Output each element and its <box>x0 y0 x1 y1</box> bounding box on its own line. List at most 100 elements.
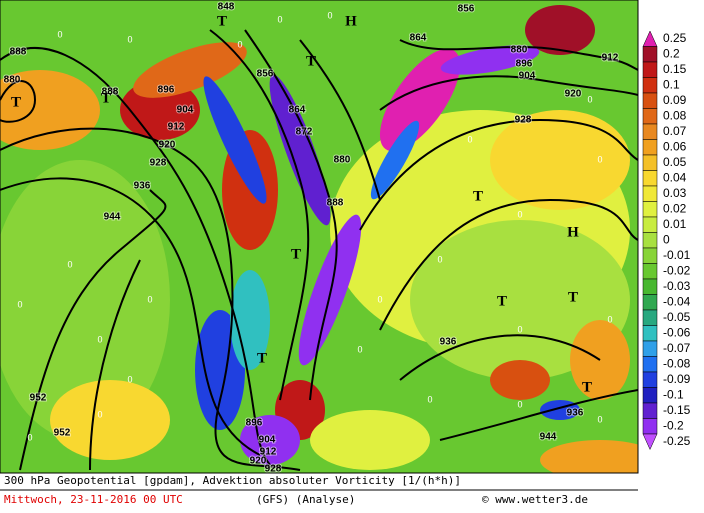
legend-swatch <box>642 170 658 187</box>
zero-label: 0 <box>67 259 72 269</box>
pressure-center: H <box>567 224 579 240</box>
zero-label: 0 <box>127 34 132 44</box>
pressure-center: T <box>101 90 111 106</box>
legend-label: -0.04 <box>663 294 691 308</box>
contour-label: 928 <box>515 115 532 126</box>
pressure-center: T <box>217 13 227 29</box>
legend-swatch <box>642 77 658 94</box>
legend-label: 0.04 <box>663 170 687 184</box>
legend-label: 0.15 <box>663 62 687 76</box>
legend-label: -0.03 <box>663 279 691 293</box>
legend-swatch <box>642 263 658 280</box>
legend-swatch <box>642 108 658 125</box>
legend-swatch <box>642 340 658 357</box>
contour-label: 848 <box>218 2 235 13</box>
zero-label: 0 <box>97 409 102 419</box>
legend-swatch <box>642 201 658 218</box>
contour-label: 904 <box>177 105 194 116</box>
contour-label: 888 <box>10 47 27 58</box>
legend-label: -0.2 <box>663 418 684 432</box>
contour-label: 928 <box>265 464 282 475</box>
legend-swatch <box>642 154 658 171</box>
contour-label: 864 <box>410 33 427 44</box>
footer-title: 300 hPa Geopotential [gpdam], Advektion … <box>4 474 461 487</box>
zero-label: 0 <box>517 399 522 409</box>
contour-label: 912 <box>260 447 277 458</box>
legend-label: 0.08 <box>663 108 687 122</box>
legend-swatch <box>642 216 658 233</box>
legend-label: -0.15 <box>663 403 691 417</box>
contour-label: 936 <box>134 181 151 192</box>
contour-label: 944 <box>540 432 557 443</box>
legend-swatch <box>642 232 658 249</box>
zero-label: 0 <box>17 299 22 309</box>
legend-label: 0 <box>663 232 670 246</box>
contour-label: 920 <box>565 89 582 100</box>
legend-swatch <box>642 278 658 295</box>
zero-label: 0 <box>607 314 612 324</box>
zero-label: 0 <box>597 154 602 164</box>
legend-label: -0.09 <box>663 372 691 386</box>
legend-swatch <box>642 309 658 326</box>
pressure-center: T <box>568 289 578 305</box>
legend-label: -0.02 <box>663 263 691 277</box>
legend-swatch <box>642 92 658 109</box>
contour-label: 912 <box>168 122 185 133</box>
contour-label: 896 <box>158 85 175 96</box>
zero-label: 0 <box>327 10 332 20</box>
legend-swatch <box>642 402 658 419</box>
pressure-center: T <box>11 94 21 110</box>
zero-label: 0 <box>97 334 102 344</box>
contour-label: 856 <box>458 4 475 15</box>
footer-credit: © www.wetter3.de <box>482 493 588 506</box>
contour-label: 920 <box>250 456 267 467</box>
zero-label: 0 <box>57 29 62 39</box>
legend-swatch <box>642 139 658 156</box>
legend-label: -0.05 <box>663 310 691 324</box>
contour-label: 928 <box>150 158 167 169</box>
legend-label: -0.08 <box>663 356 691 370</box>
pressure-center: H <box>345 13 357 29</box>
legend-label: 0.25 <box>663 31 687 45</box>
contour-label: 944 <box>104 212 121 223</box>
legend-swatch <box>642 294 658 311</box>
legend-label: 0.05 <box>663 155 687 169</box>
legend-swatch <box>642 418 658 435</box>
zero-label: 0 <box>427 394 432 404</box>
contour-label: 888 <box>327 198 344 209</box>
legend-swatch <box>642 433 658 451</box>
contour-label: 952 <box>54 428 71 439</box>
legend-label: 0.2 <box>663 46 680 60</box>
contour-label: 904 <box>259 435 276 446</box>
legend-swatch <box>642 46 658 63</box>
legend-label: -0.1 <box>663 387 684 401</box>
contour-label: 880 <box>4 75 21 86</box>
contour-label: 952 <box>30 393 47 404</box>
legend-label: 0.02 <box>663 201 687 215</box>
legend-label: 0.06 <box>663 139 687 153</box>
contour-label: 904 <box>519 71 536 82</box>
legend-label: -0.07 <box>663 341 691 355</box>
contour-label: 896 <box>516 59 533 70</box>
legend-label: 0.1 <box>663 77 680 91</box>
legend-label: -0.25 <box>663 434 691 448</box>
map-field <box>0 0 638 473</box>
legend-label: 0.01 <box>663 217 687 231</box>
legend-label: -0.01 <box>663 248 691 262</box>
zero-label: 0 <box>127 374 132 384</box>
contour-label: 936 <box>440 337 457 348</box>
legend-swatch <box>642 123 658 140</box>
contour-label: 912 <box>602 53 619 64</box>
zero-label: 0 <box>277 14 282 24</box>
legend-label: -0.06 <box>663 325 691 339</box>
pressure-center: T <box>582 379 592 395</box>
contour-label: 920 <box>159 140 176 151</box>
pressure-center: T <box>497 293 507 309</box>
legend-swatch <box>642 247 658 264</box>
pressure-center: T <box>473 188 483 204</box>
legend-swatch <box>642 371 658 388</box>
zero-label: 0 <box>517 324 522 334</box>
legend-label: 0.09 <box>663 93 687 107</box>
